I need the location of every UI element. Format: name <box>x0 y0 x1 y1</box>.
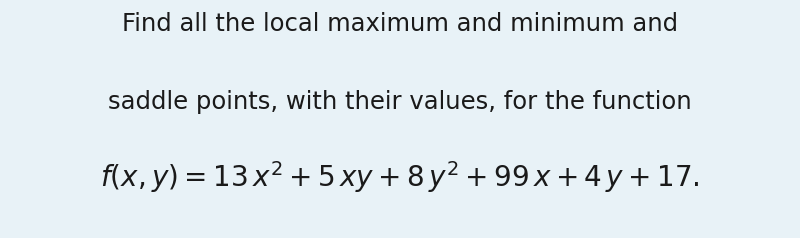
Text: Find all the local maximum and minimum and: Find all the local maximum and minimum a… <box>122 12 678 36</box>
Text: saddle points, with their values, for the function: saddle points, with their values, for th… <box>108 90 692 114</box>
Text: $f(x, y) = 13\,x^2 + 5\,xy + 8\,y^2 + 99\,x + 4\,y + 17.$: $f(x, y) = 13\,x^2 + 5\,xy + 8\,y^2 + 99… <box>100 159 700 195</box>
